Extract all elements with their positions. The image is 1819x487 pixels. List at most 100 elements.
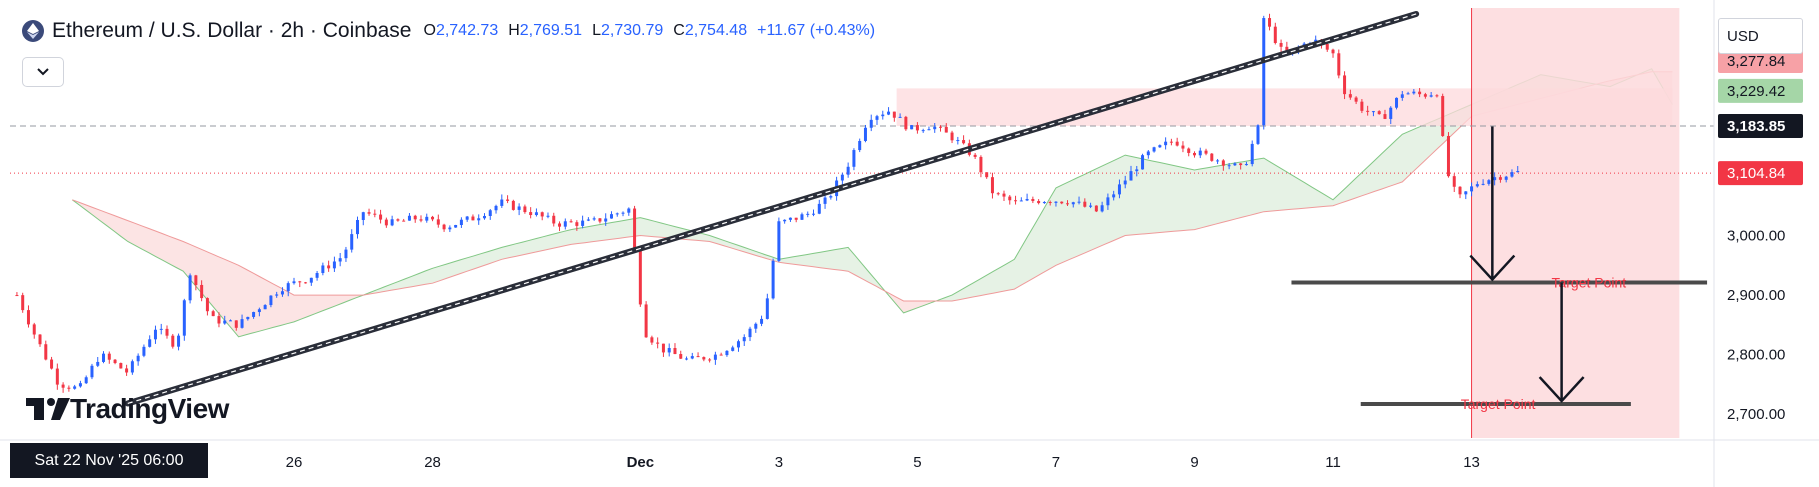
senkou-span-b [72, 71, 1673, 302]
candle-127 [748, 326, 752, 342]
price-tick-2: 2,900.00 [1727, 287, 1785, 304]
candle-176 [1031, 196, 1035, 204]
candle-110 [650, 335, 654, 345]
candle-109 [644, 301, 648, 338]
candle-211 [1233, 162, 1237, 167]
candle-55 [332, 256, 336, 272]
candle-160 [939, 125, 943, 132]
candle-60 [361, 211, 365, 226]
candle-192 [1123, 175, 1127, 189]
candle-184 [1077, 196, 1081, 205]
arrow-head-1 [1469, 254, 1516, 282]
candle-140 [823, 193, 827, 209]
price-badge-1: 3,277.84 [1718, 49, 1803, 74]
candle-1 [21, 292, 25, 313]
time-tick-8: 11 [1325, 454, 1341, 471]
currency-button[interactable]: USD [1718, 18, 1803, 54]
candle-71 [425, 213, 429, 223]
candle-139 [817, 199, 821, 215]
candle-26 [165, 325, 169, 339]
candle-250 [1458, 186, 1462, 199]
candle-154 [904, 115, 908, 131]
candle-243 [1418, 88, 1422, 98]
candle-200 [1169, 138, 1173, 146]
symbol-title[interactable]: Ethereum / U.S. Dollar · 2h · Coinbase [52, 19, 412, 42]
tradingview-watermark[interactable]: TradingView [26, 393, 229, 425]
time-tick-4: 3 [775, 454, 783, 471]
candle-145 [852, 148, 856, 171]
candle-229 [1337, 49, 1341, 79]
candle-238 [1389, 106, 1393, 125]
candle-98 [581, 215, 585, 229]
candle-100 [592, 216, 596, 221]
candle-76 [454, 224, 458, 228]
candle-52 [315, 270, 319, 281]
candle-253 [1475, 181, 1479, 188]
candle-62 [373, 209, 377, 218]
price-badge-label-4: 3,104.84 [1727, 165, 1785, 182]
candle-51 [309, 277, 313, 286]
candle-32 [200, 280, 204, 302]
candle-96 [569, 219, 573, 223]
candle-73 [436, 214, 440, 228]
candle-3 [32, 322, 36, 339]
cloud-fill-3 [889, 293, 939, 313]
candle-148 [869, 114, 873, 132]
candle-45 [275, 291, 279, 298]
cloud-fill-4 [938, 74, 1597, 301]
candle-85 [506, 195, 510, 204]
candle-203 [1187, 147, 1191, 157]
candle-196 [1146, 149, 1150, 159]
candle-208 [1216, 158, 1220, 165]
candle-25 [159, 323, 163, 335]
candle-153 [898, 113, 902, 118]
candle-134 [788, 217, 792, 222]
candle-19 [125, 364, 129, 376]
arrow-head-2 [1538, 376, 1585, 403]
candle-137 [806, 211, 810, 218]
candle-146 [858, 138, 862, 153]
candle-147 [863, 124, 867, 143]
candle-23 [148, 335, 152, 348]
candle-233 [1360, 99, 1364, 114]
watermark-text: TradingView [70, 393, 229, 424]
candle-13 [90, 363, 94, 380]
candle-30 [188, 273, 192, 304]
cloud-fill-1 [79, 202, 364, 337]
candle-210 [1227, 163, 1231, 170]
candle-82 [488, 209, 492, 220]
candle-21 [136, 353, 140, 366]
candle-117 [690, 352, 694, 360]
candle-242 [1412, 89, 1416, 95]
candle-63 [379, 209, 383, 224]
candle-120 [708, 358, 712, 363]
candle-232 [1354, 96, 1358, 105]
candle-91 [540, 211, 544, 221]
candle-67 [402, 218, 406, 222]
candle-59 [355, 216, 359, 239]
time-tick-7: 9 [1190, 454, 1198, 471]
candle-190 [1112, 190, 1116, 201]
candle-125 [736, 339, 740, 352]
candle-28 [177, 333, 181, 351]
candle-251 [1464, 191, 1468, 200]
candle-39 [240, 314, 244, 329]
candle-42 [257, 307, 261, 317]
price-badge-2: 3,229.42 [1718, 78, 1803, 103]
candle-41 [252, 311, 256, 319]
candle-111 [656, 337, 660, 349]
collapse-legend-button[interactable] [22, 57, 64, 87]
candle-70 [419, 215, 423, 223]
candle-29 [182, 298, 186, 341]
price-badge-3: 3,183.85 [1718, 114, 1803, 139]
candle-112 [661, 343, 665, 357]
candle-126 [742, 334, 746, 346]
candle-144 [846, 162, 850, 178]
candle-78 [465, 215, 469, 222]
candle-172 [1008, 195, 1012, 205]
candle-258 [1504, 175, 1508, 183]
candle-249 [1452, 173, 1456, 193]
candle-90 [534, 208, 538, 217]
candle-22 [142, 344, 146, 358]
